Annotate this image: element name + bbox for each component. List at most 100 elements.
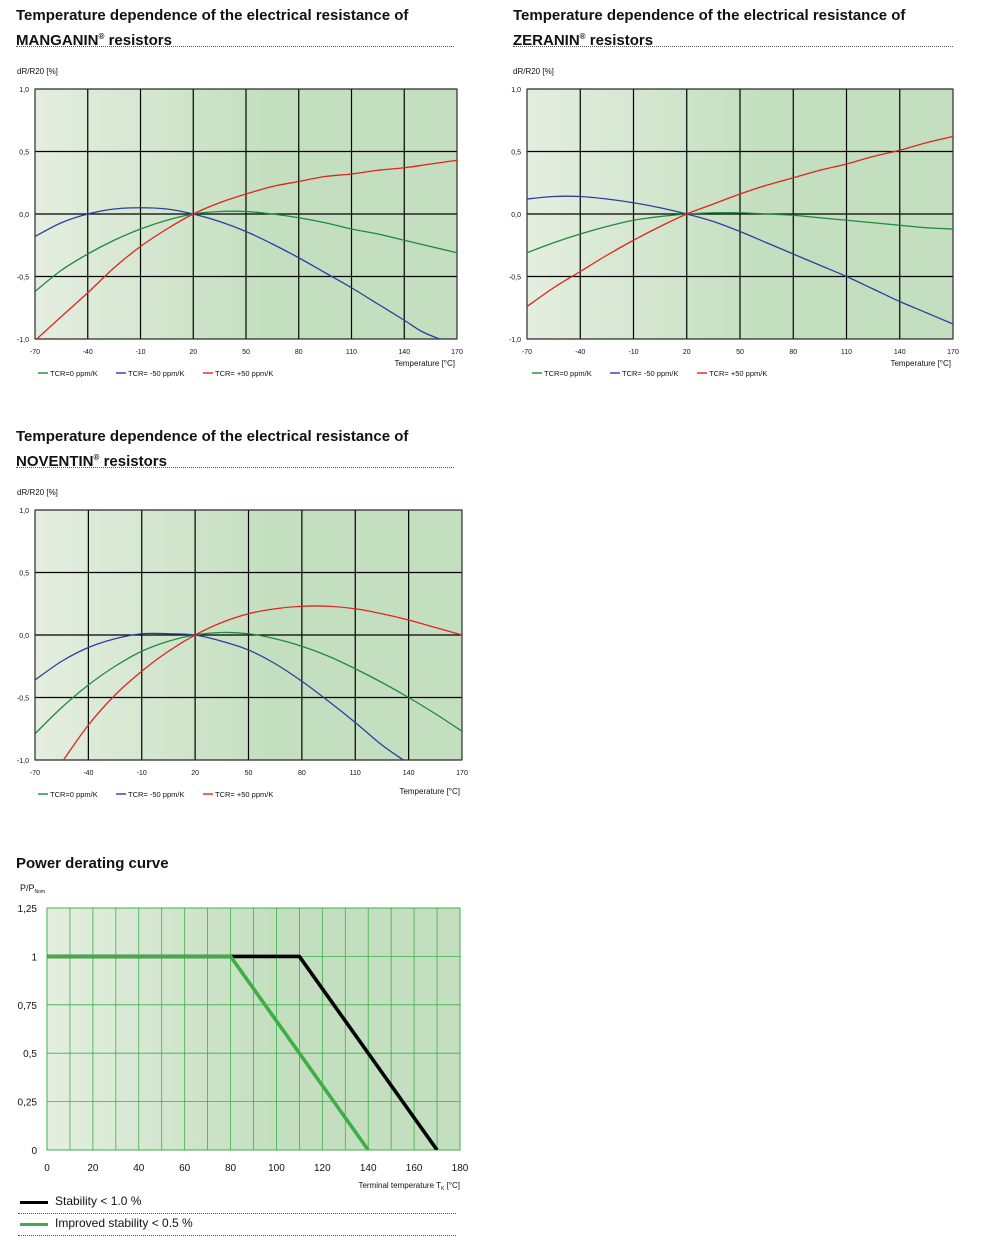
y-tick-label: 0,5	[19, 150, 29, 157]
series-line-green	[35, 210, 457, 293]
x-tick-label: 160	[406, 1163, 423, 1174]
x-tick-label: 50	[736, 349, 744, 356]
zeranin-title-line1: Temperature dependence of the electrical…	[513, 7, 906, 24]
x-tick-label: 120	[314, 1163, 331, 1174]
derating-legend: Stability < 1.0 % Improved stability < 0…	[18, 1193, 456, 1236]
y-tick-label: 1,0	[19, 508, 29, 515]
zeranin-title-divider	[513, 46, 953, 47]
x-axis-label: Terminal temperature TK [°C]	[358, 1181, 460, 1192]
y-tick-label: 0,5	[23, 1049, 37, 1060]
y-tick-label: 0,0	[511, 212, 521, 219]
y-tick-label: 0,0	[19, 212, 29, 219]
x-axis-label-sub: K	[441, 1186, 445, 1192]
x-tick-label: 80	[789, 349, 797, 356]
noventin-chart: -70 -40 -10 20 50 80 110 140 170 -1,0 -0,5 0,0 0,5 1,…	[17, 488, 468, 799]
zeranin-title-line2: ZERANIN® resistors	[513, 26, 953, 51]
legend-label-blue: TCR= -50 ppm/K	[128, 790, 184, 799]
x-axis-label: Temperature [°C]	[399, 787, 460, 796]
zeranin-title-material: ZERANIN	[513, 32, 580, 49]
y-tick-label: -0,5	[17, 275, 29, 282]
x-tick-label: 140	[403, 770, 415, 777]
y-axis-label: dR/R20 [%]	[17, 488, 58, 497]
legend-label-blue: TCR= -50 ppm/K	[128, 369, 184, 378]
x-tick-label: 80	[225, 1163, 237, 1174]
x-tick-label: 20	[683, 349, 691, 356]
series-group	[47, 954, 439, 1150]
plot-frame	[34, 88, 458, 340]
noventin-title-line2: NOVENTIN® resistors	[16, 447, 456, 472]
y-tick-label: 0,0	[19, 633, 29, 640]
series-line-blue	[35, 632, 404, 760]
x-tick-label: 20	[87, 1163, 99, 1174]
x-tick-label: 20	[189, 349, 197, 356]
x-tick-label: 140	[398, 349, 410, 356]
manganin-title-line2: MANGANIN® resistors	[16, 26, 456, 51]
x-tick-label: -70	[522, 349, 532, 356]
x-tick-label: 80	[298, 770, 306, 777]
legend-swatch-black	[20, 1201, 48, 1204]
chart-legend: TCR=0 ppm/K TCR= -50 ppm/K TCR= +50 ppm/K	[38, 369, 273, 378]
x-tick-label: 170	[451, 349, 463, 356]
y-tick-label: 1,0	[19, 87, 29, 94]
legend-label-blue: TCR= -50 ppm/K	[622, 369, 678, 378]
x-axis-label-unit: [°C]	[444, 1181, 460, 1190]
legend-label-improved: Improved stability < 0.5 %	[55, 1216, 193, 1230]
derating-chart: 0 20 40 60 80 100 120 140 160 180 0 0,25 0,5 0,75 1 1,2…	[18, 883, 469, 1192]
zeranin-title: Temperature dependence of the electrical…	[513, 5, 953, 51]
noventin-title-divider	[16, 467, 454, 468]
x-tick-label: -10	[137, 770, 147, 777]
legend-divider-1	[18, 1213, 456, 1214]
x-tick-label: 100	[268, 1163, 285, 1174]
x-tick-label: 0	[44, 1163, 50, 1174]
manganin-title: Temperature dependence of the electrical…	[16, 5, 456, 51]
noventin-title-suffix: resistors	[99, 453, 167, 470]
series-group	[35, 605, 462, 760]
x-tick-label: 110	[350, 770, 361, 777]
x-tick-label: 60	[179, 1163, 191, 1174]
x-tick-label: 110	[841, 349, 852, 356]
series-line-red	[527, 135, 953, 308]
plot-frame	[526, 88, 954, 340]
series-group	[527, 135, 953, 325]
y-axis-label: dR/R20 [%]	[17, 67, 58, 76]
x-tick-label: 140	[360, 1163, 377, 1174]
y-tick-label: 1,25	[18, 904, 38, 915]
series-line-blue	[35, 207, 440, 339]
legend-label-green: TCR=0 ppm/K	[544, 369, 592, 378]
zeranin-title-suffix: resistors	[585, 32, 654, 49]
y-tick-label: -1,0	[17, 758, 29, 765]
noventin-title: Temperature dependence of the electrical…	[16, 426, 456, 472]
zeranin-chart: -70 -40 -10 20 50 80 110 140 170 -1,0 -0,5 0,0 0,5 1,…	[509, 67, 959, 378]
x-tick-label: -40	[83, 349, 93, 356]
y-tick-label: 1,0	[511, 87, 521, 94]
chart-legend: TCR=0 ppm/K TCR= -50 ppm/K TCR= +50 ppm/K	[532, 369, 767, 378]
noventin-title-reg: ®	[93, 453, 100, 462]
manganin-panel: Temperature dependence of the electrical…	[16, 5, 456, 385]
legend-swatch-green	[20, 1223, 48, 1226]
series-group	[35, 159, 457, 339]
derating-title-text: Power derating curve	[16, 855, 169, 872]
y-tick-label: 0,5	[511, 150, 521, 157]
x-tick-label: 50	[245, 770, 253, 777]
y-tick-label: -1,0	[17, 337, 29, 344]
manganin-title-line1: Temperature dependence of the electrical…	[16, 7, 409, 24]
manganin-chart: -70 -40 -10 20 50 80 110 140 170 -1,0 -0,5 0,0 0,5 1,…	[17, 67, 463, 378]
y-tick-label: -0,5	[17, 696, 29, 703]
manganin-title-suffix: resistors	[104, 32, 172, 49]
y-tick-label: 0,75	[18, 1001, 38, 1012]
x-tick-label: 170	[947, 349, 959, 356]
legend-item-improved: Improved stability < 0.5 %	[18, 1215, 456, 1235]
x-tick-label: -10	[135, 349, 145, 356]
series-line-light_green	[47, 954, 370, 1150]
legend-label-red: TCR= +50 ppm/K	[215, 790, 273, 799]
x-axis-label: Temperature [°C]	[394, 359, 455, 368]
series-line-blue	[527, 195, 953, 325]
zeranin-title-reg: ®	[579, 32, 586, 41]
x-tick-label: 110	[346, 349, 357, 356]
y-tick-label: -1,0	[509, 337, 521, 344]
legend-item-stability: Stability < 1.0 %	[18, 1193, 456, 1213]
x-tick-label: -70	[30, 770, 40, 777]
x-tick-label: 40	[133, 1163, 145, 1174]
derating-title: Power derating curve	[16, 853, 169, 874]
y-tick-label: -0,5	[509, 275, 521, 282]
